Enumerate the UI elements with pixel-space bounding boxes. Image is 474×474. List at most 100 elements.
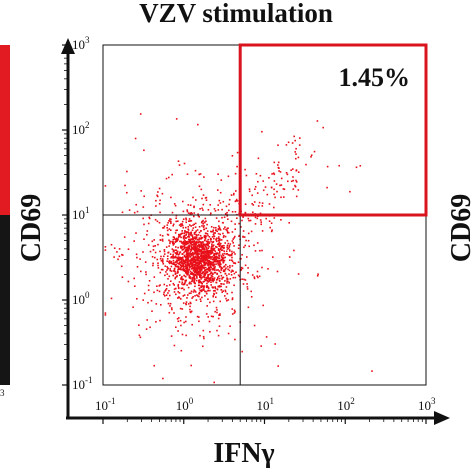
event-dot: [201, 264, 203, 266]
event-dot: [285, 144, 288, 146]
event-dot: [259, 249, 261, 252]
event-dot: [181, 253, 184, 255]
event-dot: [226, 277, 228, 279]
event-dot: [295, 157, 297, 160]
event-dot: [208, 255, 211, 257]
event-dot: [197, 261, 200, 264]
event-dot: [202, 288, 205, 290]
event-dot: [188, 224, 191, 226]
event-dot: [153, 276, 156, 278]
event-dot: [202, 203, 205, 206]
event-dot: [176, 250, 179, 253]
event-dot: [201, 220, 204, 223]
event-dot: [221, 208, 223, 211]
event-dot: [188, 292, 191, 295]
event-dot: [240, 226, 242, 228]
event-dot: [228, 199, 231, 201]
event-dot: [154, 256, 156, 259]
event-dot: [228, 282, 230, 284]
event-dot: [166, 260, 168, 262]
event-dot: [177, 236, 180, 238]
event-dot: [198, 259, 200, 262]
event-dot: [355, 166, 358, 169]
event-dot: [193, 237, 195, 239]
event-dot: [216, 311, 218, 314]
event-dot: [231, 155, 234, 157]
event-dot: [229, 266, 231, 269]
event-dot: [193, 257, 196, 259]
x-tick-label: 100: [176, 396, 194, 413]
event-dot: [255, 173, 258, 175]
event-dot: [147, 244, 150, 246]
event-dot: [194, 248, 196, 251]
event-dot: [219, 261, 221, 264]
event-dot: [186, 266, 189, 269]
event-dot: [253, 244, 255, 247]
event-dot: [231, 269, 233, 272]
event-dot: [147, 284, 150, 287]
event-dot: [196, 255, 199, 258]
event-dot: [180, 257, 183, 259]
event-dot: [253, 324, 256, 327]
event-dot: [127, 280, 130, 283]
event-dot: [192, 236, 194, 239]
event-dot: [113, 247, 116, 249]
event-dot: [175, 263, 177, 266]
event-dot: [197, 123, 199, 126]
event-dot: [226, 232, 229, 234]
event-dot: [212, 279, 214, 281]
event-dot: [192, 247, 194, 249]
event-dot: [190, 212, 192, 214]
event-dot: [170, 229, 172, 231]
event-dot: [195, 253, 198, 256]
event-dot: [189, 255, 192, 258]
event-dot: [240, 257, 242, 260]
event-dot: [273, 161, 276, 164]
event-dot: [187, 303, 190, 305]
event-dot: [212, 247, 214, 249]
event-dot: [246, 256, 248, 258]
event-dot: [187, 242, 189, 245]
event-dot: [189, 266, 191, 269]
event-dot: [191, 244, 194, 246]
event-dot: [191, 276, 194, 279]
event-dot: [207, 264, 210, 267]
event-dot: [203, 239, 206, 242]
event-dot: [240, 268, 242, 271]
event-dot: [162, 263, 165, 265]
event-dot: [193, 248, 195, 251]
event-dot: [120, 265, 123, 268]
x-axis-label: IFNγ: [213, 438, 274, 469]
event-dot: [194, 259, 197, 261]
event-dot: [182, 210, 185, 213]
event-dot: [204, 274, 206, 277]
event-dot: [203, 252, 206, 254]
event-dot: [175, 256, 178, 259]
event-dot: [197, 248, 199, 250]
event-dot: [186, 284, 188, 286]
event-dot: [206, 250, 209, 252]
event-dot: [123, 236, 126, 238]
event-dot: [218, 226, 221, 229]
event-dot: [172, 238, 174, 241]
event-dot: [186, 173, 189, 175]
event-dot: [226, 211, 228, 214]
event-dot: [179, 251, 182, 253]
event-dot: [185, 237, 188, 239]
event-dot: [178, 296, 181, 299]
event-dot: [230, 254, 233, 257]
event-dot: [217, 262, 219, 264]
event-dot: [151, 310, 153, 312]
event-dot: [276, 190, 278, 193]
event-dot: [189, 250, 192, 253]
event-dot: [274, 343, 276, 345]
event-dot: [189, 305, 191, 308]
event-dot: [217, 276, 219, 279]
event-dot: [179, 261, 181, 263]
event-dot: [145, 328, 148, 330]
event-dot: [233, 192, 235, 195]
event-dot: [219, 202, 222, 204]
event-dot: [194, 295, 196, 297]
event-dot: [225, 286, 228, 288]
